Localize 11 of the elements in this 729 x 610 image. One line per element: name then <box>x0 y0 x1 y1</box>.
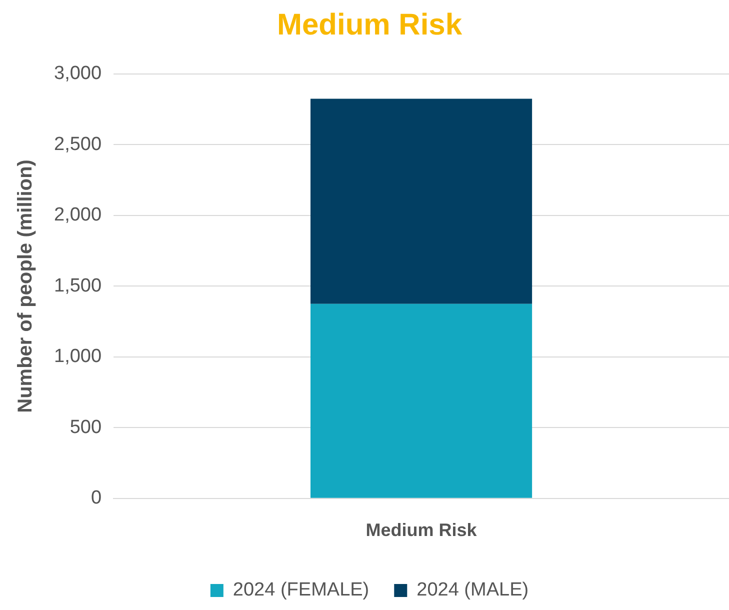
y-tick-label: 1,000 <box>54 346 102 368</box>
y-tick-label: 0 <box>90 488 102 509</box>
legend-label: 2024 (FEMALE) <box>232 580 370 601</box>
legend-label: 2024 (MALE) <box>416 580 529 601</box>
y-tick-label: 2,500 <box>54 134 102 155</box>
y-axis-title: Number of people (million) <box>14 160 37 413</box>
text: Medium Risk <box>366 520 478 540</box>
y-tick-label: 2,000 <box>54 204 102 226</box>
y-tick-label: 1,500 <box>54 275 102 296</box>
y-tick-label: 500 <box>70 416 102 438</box>
y-tick-label: 3,000 <box>54 63 102 84</box>
